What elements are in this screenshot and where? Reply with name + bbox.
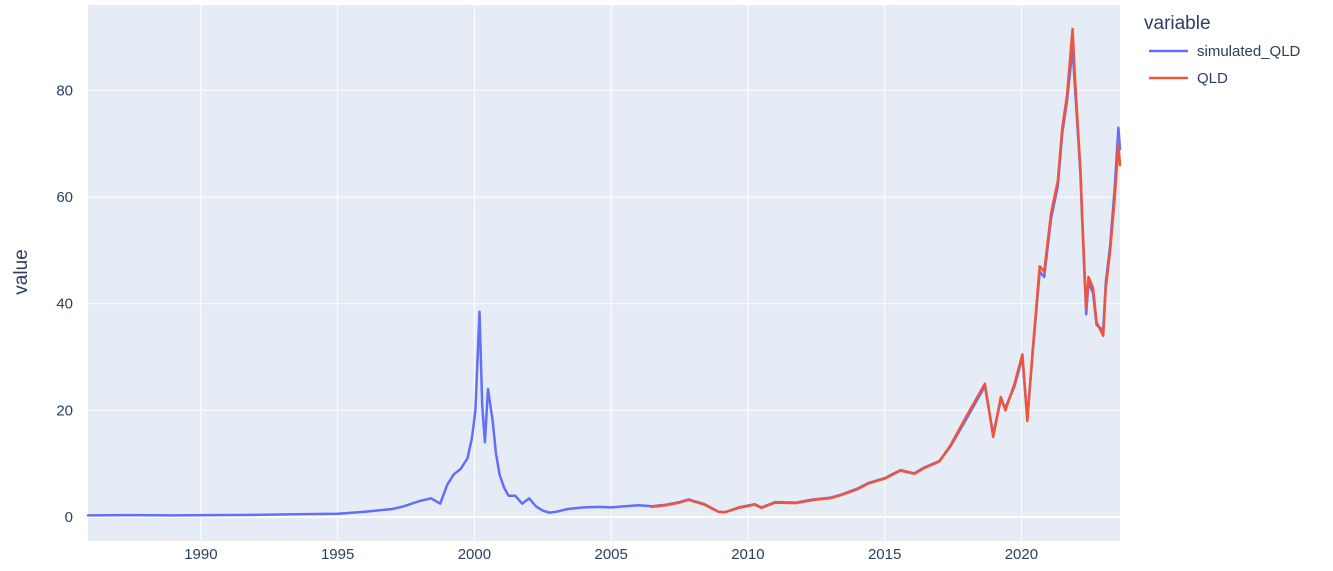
x-tick-label: 2000 [458, 546, 491, 563]
x-tick-label: 2020 [1005, 546, 1038, 563]
y-tick-label: 80 [56, 82, 73, 99]
x-tick-label: 2015 [868, 546, 901, 563]
y-axis-title: value [11, 249, 32, 294]
y-tick-label: 60 [56, 189, 73, 206]
y-gridlines [88, 89, 1120, 411]
x-tick-label: 1990 [184, 546, 217, 563]
plot-area [88, 5, 1120, 541]
x-tick-label: 1995 [321, 546, 354, 563]
legend-title: variable [1144, 13, 1211, 34]
series-line-qld [650, 27, 1122, 514]
x-tick-label: 2005 [595, 546, 628, 563]
legend-item[interactable]: QLD [1149, 70, 1228, 87]
legend-items[interactable]: simulated_QLD QLD [1149, 43, 1301, 87]
series-layer [86, 27, 1122, 517]
legend-label: simulated_QLD [1197, 43, 1301, 60]
legend-item[interactable]: simulated_QLD [1149, 43, 1301, 60]
y-tick-label: 0 [65, 509, 73, 526]
y-tick-label: 20 [56, 402, 73, 419]
x-tick-label: 2010 [731, 546, 764, 563]
y-tick-label: 40 [56, 296, 73, 313]
legend[interactable]: variable simulated_QLD QLD [1144, 13, 1301, 87]
x-gridlines [200, 5, 1022, 541]
x-axis-tick-labels: 1990 1995 2000 2005 2010 2015 2020 [184, 546, 1038, 563]
y-axis-tick-labels: 0 20 40 60 80 [56, 82, 73, 526]
legend-label: QLD [1197, 70, 1228, 87]
